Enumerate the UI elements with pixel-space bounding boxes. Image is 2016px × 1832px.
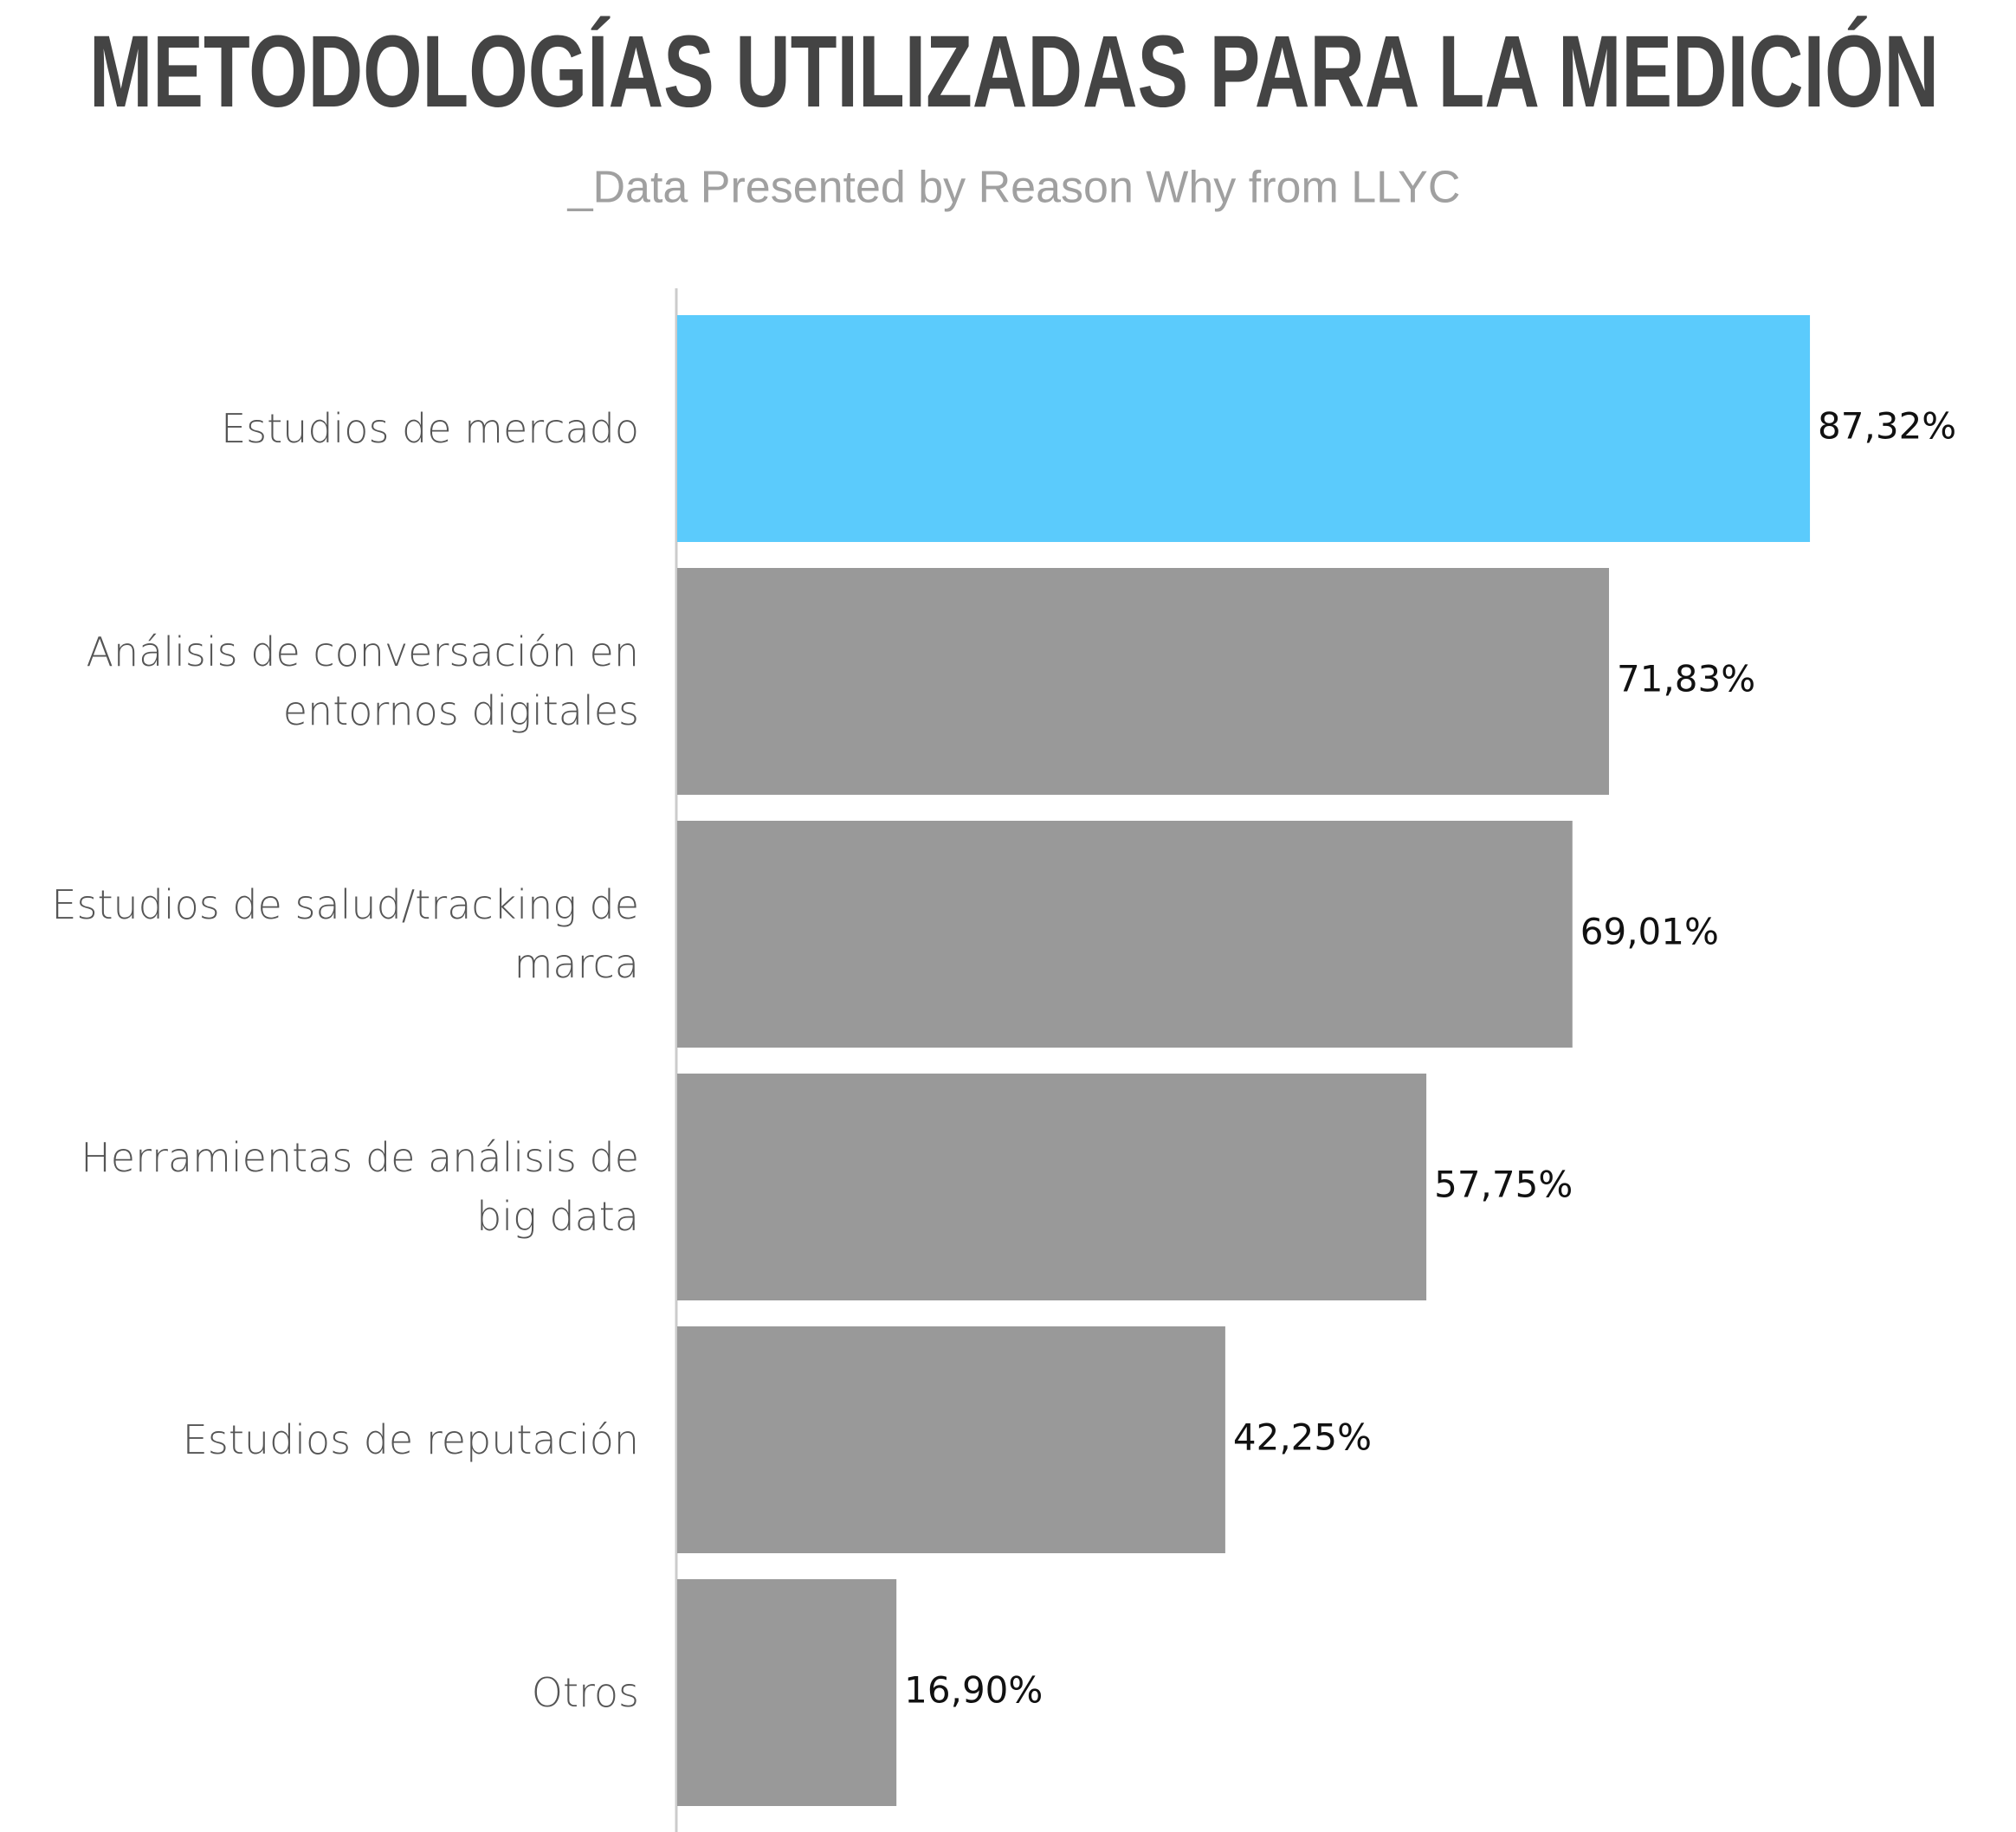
bar [677,315,1811,542]
bar [677,1326,1225,1553]
category-label: Estudios de mercado [221,405,639,452]
bar [677,568,1610,795]
value-label: 42,25% [1233,1416,1372,1459]
value-label: 87,32% [1818,405,1956,448]
value-label: 16,90% [904,1669,1043,1712]
category-label: Otros [531,1669,639,1716]
bar [677,1579,897,1806]
value-label: 69,01% [1580,911,1719,953]
bar [677,1074,1427,1300]
value-label: 57,75% [1434,1164,1573,1206]
category-label: Análisis de conversación en entornos dig… [86,629,639,734]
category-label: Herramientas de análisis de big data [81,1134,639,1240]
category-label: Estudios de salud/tracking de marca [51,881,639,987]
bar [677,821,1573,1048]
chart-subtitle: _Data Presented by Reason Why from LLYC [567,163,1461,213]
value-label: 71,83% [1617,658,1755,700]
category-label: Estudios de reputación [182,1416,639,1463]
chart-title: METODOLOGÍAS UTILIZADAS PARA LA MEDICIÓN [89,15,1939,129]
